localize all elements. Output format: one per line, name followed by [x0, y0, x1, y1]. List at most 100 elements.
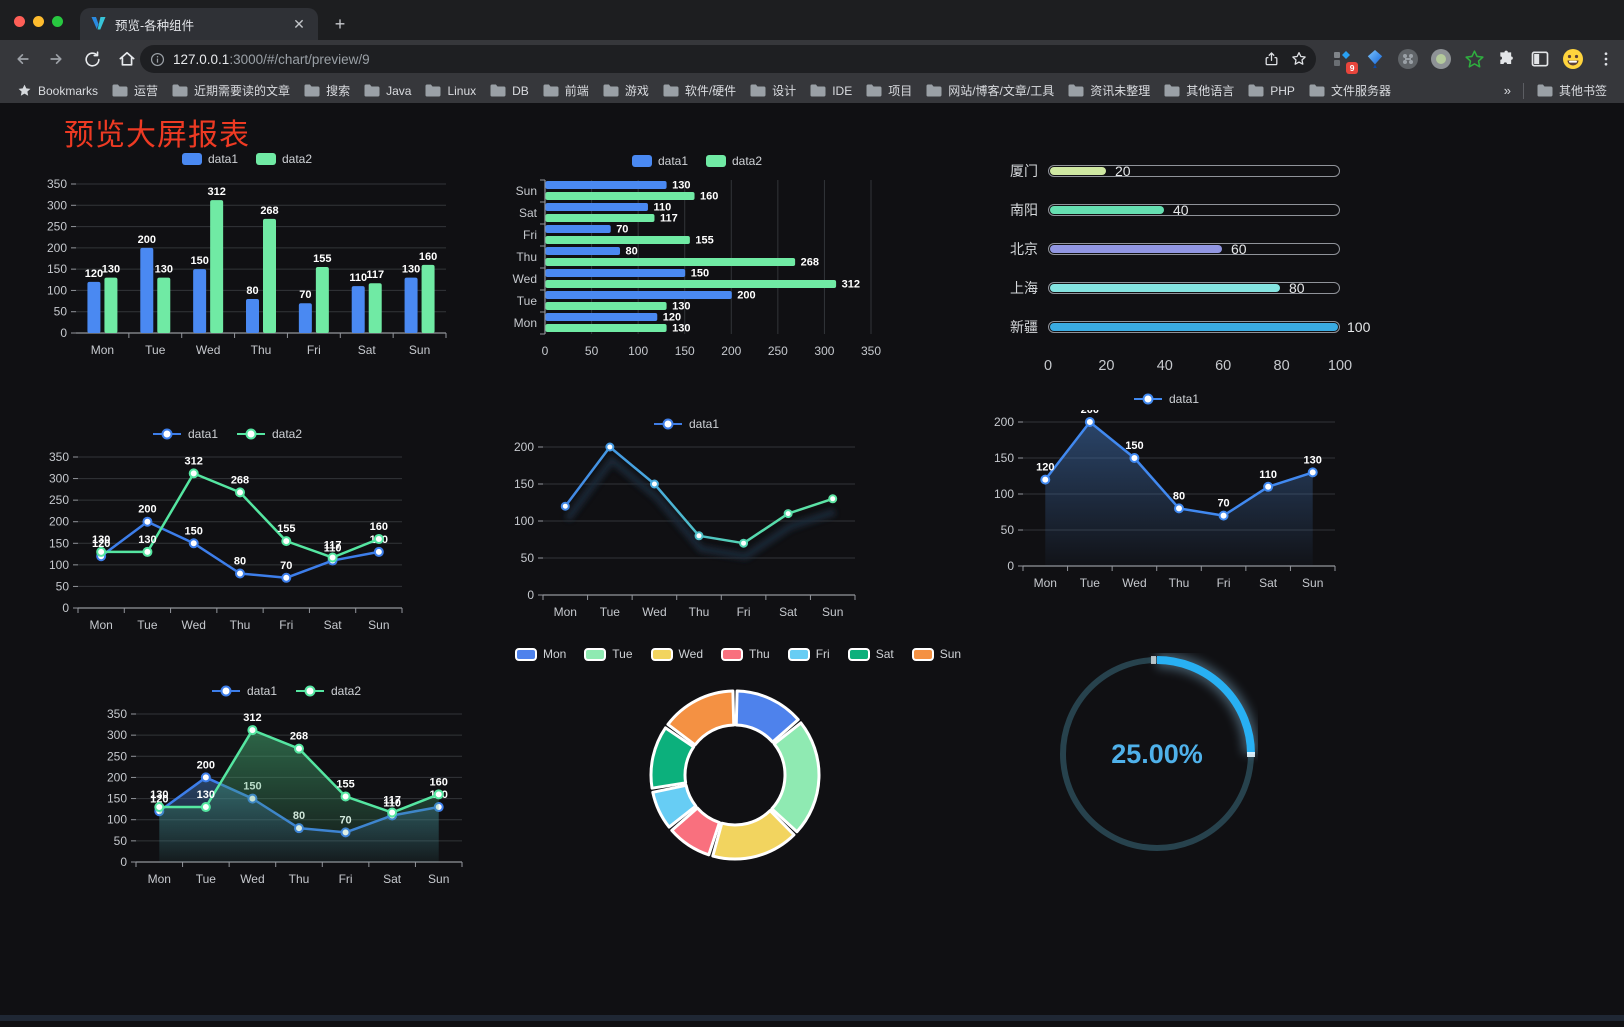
legend-item[interactable]: data1 — [631, 154, 688, 168]
folder-icon — [172, 84, 188, 97]
svg-text:Sun: Sun — [368, 618, 389, 632]
svg-text:120: 120 — [150, 793, 168, 805]
progress-row: 新疆 100 — [1000, 314, 1380, 340]
extension-grid-icon[interactable]: 9 — [1330, 47, 1358, 74]
chart-legend[interactable]: data1 data2 — [98, 680, 474, 702]
bookmarks-root[interactable]: Bookmarks — [10, 80, 105, 102]
other-bookmarks[interactable]: 其他书签 — [1530, 80, 1614, 102]
extension-green-dot-icon[interactable] — [1429, 47, 1453, 71]
gradient-line-chart[interactable]: data1 0 50 100 150 200 Mon Tue Wed Thu Fri Sat Sun — [505, 413, 867, 625]
chart-legend[interactable]: data1 data2 — [505, 150, 889, 172]
chart-legend[interactable]: data1 — [505, 413, 867, 435]
bookmark-folder-item[interactable]: IDE — [803, 80, 859, 102]
progress-value: 40 — [1173, 202, 1189, 218]
url-text[interactable]: 127.0.0.1:3000/#/chart/preview/9 — [173, 52, 370, 67]
back-button[interactable] — [9, 46, 35, 72]
browser-menu-icon[interactable] — [1594, 47, 1618, 71]
emoji-extension-icon[interactable] — [1561, 47, 1585, 71]
legend-item[interactable]: data1 — [653, 417, 719, 431]
legend-item[interactable]: Sat — [847, 647, 894, 661]
bookmark-folder-item[interactable]: 项目 — [859, 80, 919, 102]
bookmark-folder-item[interactable]: 运营 — [105, 80, 165, 102]
legend-item[interactable]: Sun — [911, 647, 961, 661]
donut-slice-Fri[interactable] — [651, 783, 698, 829]
legend-item[interactable]: data1 — [211, 684, 277, 698]
url-path: :3000/#/chart/preview/9 — [229, 51, 370, 67]
bookmarks-overflow-chevron[interactable]: » — [1503, 83, 1511, 98]
chart-legend[interactable]: data1 — [985, 388, 1347, 410]
sidebar-toggle-icon[interactable] — [1528, 47, 1552, 71]
tab-close-icon[interactable]: ✕ — [293, 16, 305, 32]
bookmark-star-icon[interactable] — [1290, 50, 1308, 68]
svg-text:Thu: Thu — [516, 250, 537, 264]
two-area-line-chart[interactable]: data1 data2 0 50 100 150 200 250 300 350 Mon Tue Wed… — [98, 680, 474, 892]
horizontal-bar-chart[interactable]: data1 data2 0 50 100 150 200 250 300 350 Mon 120 130… — [505, 150, 889, 364]
site-info-icon[interactable] — [150, 52, 165, 67]
legend-item[interactable]: Fri — [787, 647, 830, 661]
bookmark-folder-item[interactable]: PHP — [1241, 80, 1302, 102]
area-line-chart[interactable]: data1 0 50 100 150 200 Mon Tue Wed Thu Fri Sat Sun 12… — [985, 388, 1347, 596]
bookmark-folder-item[interactable]: 前端 — [536, 80, 596, 102]
extension-kite-icon[interactable] — [1363, 47, 1387, 71]
donut-chart[interactable]: Mon Tue Wed Thu Fri Sat Sun — [514, 643, 961, 888]
donut-slice-Sat[interactable] — [649, 726, 696, 790]
bookmark-folder-item[interactable]: 其他语言 — [1157, 80, 1241, 102]
donut-slice-Thu[interactable] — [670, 806, 721, 857]
two-series-line-chart[interactable]: data1 data2 0 50 100 150 200 250 300 350 Mon Tue Wed… — [40, 423, 414, 638]
extensions-puzzle-icon[interactable] — [1495, 47, 1519, 71]
reload-button[interactable] — [79, 46, 105, 72]
chart-legend[interactable]: Mon Tue Wed Thu Fri Sat Sun — [514, 643, 961, 665]
bookmark-folder-item[interactable]: 近期需要读的文章 — [165, 80, 297, 102]
donut-slice-Tue[interactable] — [770, 721, 821, 834]
legend-item[interactable]: data1 — [181, 152, 238, 166]
close-window-button[interactable] — [14, 16, 25, 27]
bookmark-folder-item[interactable]: 文件服务器 — [1302, 80, 1398, 102]
extension-dark-circle-icon[interactable] — [1396, 47, 1420, 71]
window-controls[interactable] — [14, 16, 63, 27]
bookmark-folder-item[interactable]: 设计 — [743, 80, 803, 102]
legend-item[interactable]: data2 — [295, 684, 361, 698]
share-icon[interactable] — [1263, 50, 1280, 68]
forward-button[interactable] — [44, 46, 70, 72]
legend-line-marker — [1133, 393, 1162, 405]
legend-item[interactable]: Wed — [650, 647, 703, 661]
grouped-bar-chart[interactable]: data1 data2 0 50 100 150 200 250 300 350 Mon 120 130… — [38, 148, 456, 363]
bookmark-folder-item[interactable]: 网站/博客/文章/工具 — [919, 80, 1061, 102]
legend-item[interactable]: data2 — [236, 427, 302, 441]
legend-item[interactable]: data1 — [1133, 392, 1199, 406]
minimize-window-button[interactable] — [33, 16, 44, 27]
gauge-chart[interactable]: 25.00% — [1056, 652, 1259, 855]
city-progress-chart[interactable]: 厦门 20 南阳 40 北京 60 上海 80 新疆 100 0 20 40 60 80 100 — [1000, 158, 1380, 383]
bookmark-folder-item[interactable]: 资讯未整理 — [1061, 80, 1157, 102]
legend-item[interactable]: Thu — [721, 647, 770, 661]
donut-slice-Wed[interactable] — [711, 809, 796, 861]
legend-item[interactable]: data1 — [152, 427, 218, 441]
url-bar[interactable]: 127.0.0.1:3000/#/chart/preview/9 — [140, 45, 1316, 73]
bookmark-folder-item[interactable]: 软件/硬件 — [656, 80, 743, 102]
extension-green-star-icon[interactable] — [1462, 47, 1486, 71]
home-button[interactable] — [114, 46, 140, 72]
bookmark-folder-item[interactable]: 搜索 — [297, 80, 357, 102]
donut-slice-Mon[interactable] — [734, 689, 800, 744]
browser-tab[interactable]: 预览-各种组件 ✕ — [80, 8, 318, 40]
legend-item[interactable]: data2 — [706, 154, 762, 168]
progress-fill — [1050, 284, 1280, 292]
legend-swatch — [584, 647, 607, 661]
legend-item[interactable]: data2 — [256, 152, 312, 166]
maximize-window-button[interactable] — [52, 16, 63, 27]
donut-slice-Sun[interactable] — [666, 689, 736, 747]
svg-text:130: 130 — [1304, 454, 1322, 466]
bookmark-folder-item[interactable]: 游戏 — [596, 80, 656, 102]
new-tab-button[interactable]: + — [334, 14, 346, 34]
chart-legend[interactable]: data1 data2 — [40, 423, 414, 445]
folder-icon — [810, 84, 826, 97]
bookmark-folder-item[interactable]: Java — [357, 80, 418, 102]
bookmark-folder-item[interactable]: Linux — [418, 80, 483, 102]
chart-legend[interactable]: data1 data2 — [38, 148, 456, 170]
bookmark-label: 其他语言 — [1186, 84, 1235, 98]
bookmark-folder-item[interactable]: DB — [483, 80, 536, 102]
progress-track: 80 — [1048, 280, 1340, 296]
legend-item[interactable]: Tue — [584, 647, 633, 661]
progress-label: 北京 — [1010, 241, 1038, 257]
legend-item[interactable]: Mon — [514, 647, 566, 661]
